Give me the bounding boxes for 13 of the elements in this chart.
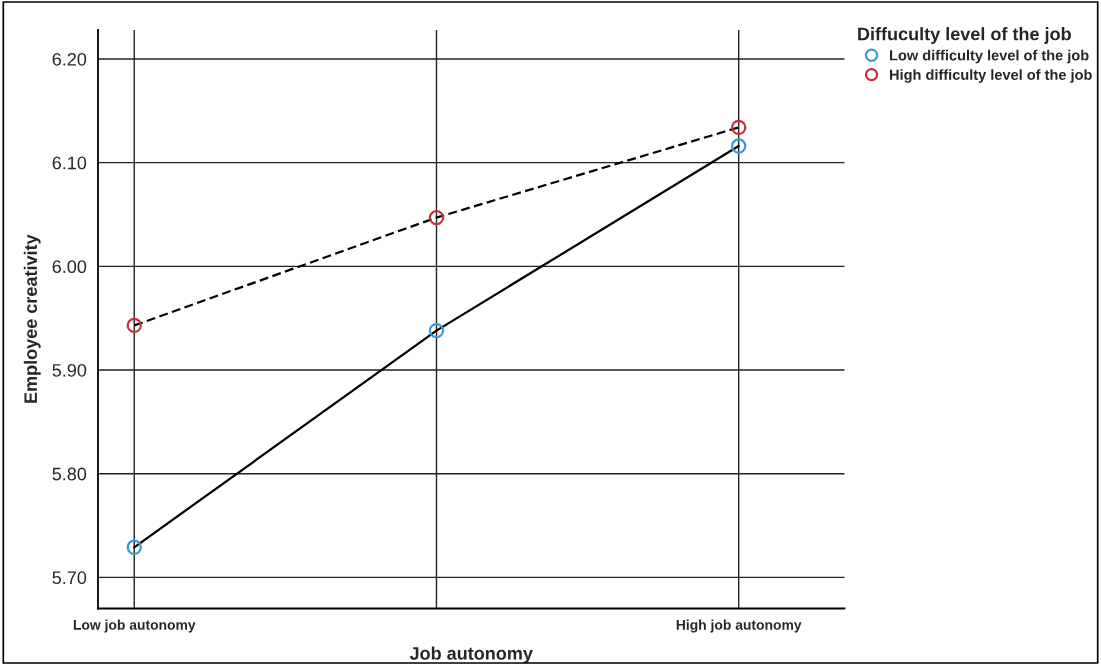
y-axis-title: Employee creativity bbox=[23, 234, 41, 403]
x-tick-label: Low job autonomy bbox=[73, 619, 196, 633]
y-tick-label: 6.00 bbox=[52, 260, 87, 274]
y-tick-label: 6.10 bbox=[52, 156, 87, 170]
legend-title: Diffuculty level of the job bbox=[858, 27, 1071, 44]
y-tick-label: 5.80 bbox=[52, 467, 87, 481]
legend-label: Low difficulty level of the job bbox=[890, 49, 1089, 64]
x-tick-label: High job autonomy bbox=[676, 619, 802, 633]
x-axis-title: Job autonomy bbox=[409, 646, 533, 664]
legend-label: High difficulty level of the job bbox=[890, 69, 1092, 83]
y-tick-label: 5.70 bbox=[52, 571, 87, 585]
y-tick-label: 5.90 bbox=[52, 363, 87, 377]
y-tick-label: 6.20 bbox=[52, 52, 87, 66]
